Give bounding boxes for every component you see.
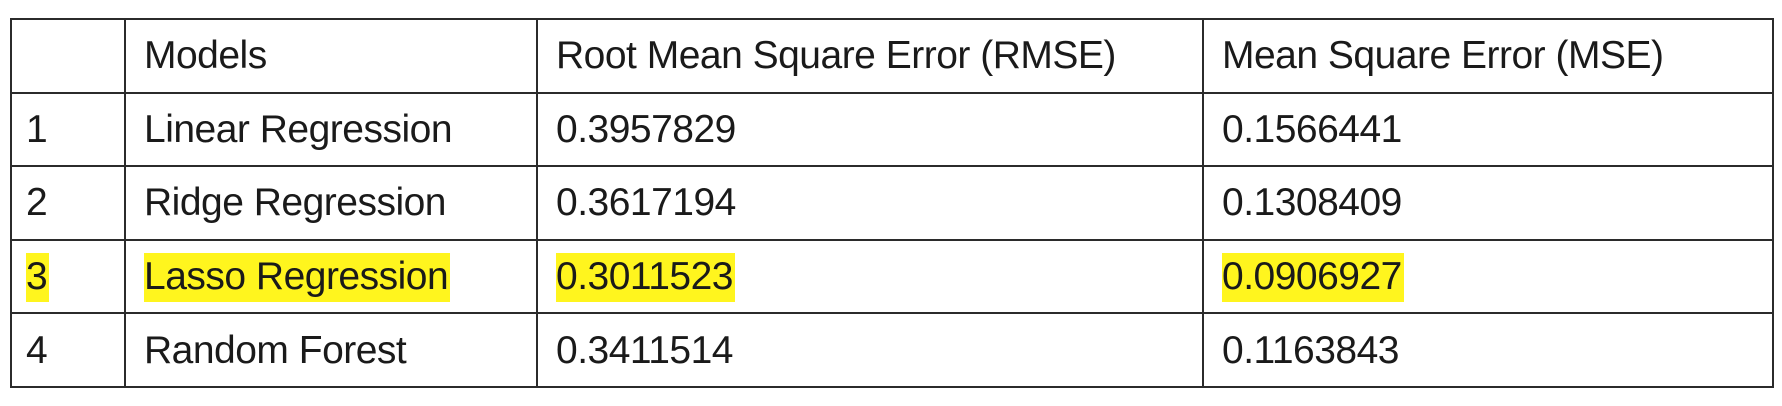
row-rmse: 0.3411514 xyxy=(536,312,1204,388)
model-error-table: Models Root Mean Square Error (RMSE) Mea… xyxy=(10,18,1774,388)
row-model: Ridge Regression xyxy=(124,165,538,241)
row-mse-value: 0.1566441 xyxy=(1222,107,1402,151)
row-model: Random Forest xyxy=(124,312,538,388)
row-index: 3 xyxy=(10,238,126,315)
row-index-value: 1 xyxy=(26,107,48,151)
row-rmse-value: 0.3411514 xyxy=(556,328,733,372)
row-rmse-value: 0.3617194 xyxy=(556,181,736,225)
header-index xyxy=(10,18,126,94)
row-mse-value: 0.1163843 xyxy=(1222,328,1399,372)
row-index: 1 xyxy=(10,91,126,168)
row-model: Linear Regression xyxy=(124,91,538,168)
row-model-value: Linear Regression xyxy=(144,107,453,151)
table-row: 2 Ridge Regression 0.3617194 0.1308409 xyxy=(10,165,1774,241)
row-model-value: Lasso Regression xyxy=(144,253,451,303)
row-index: 2 xyxy=(10,165,126,241)
header-rmse: Root Mean Square Error (RMSE) xyxy=(536,18,1204,94)
row-index-value: 2 xyxy=(26,181,48,225)
row-rmse: 0.3617194 xyxy=(536,165,1204,241)
table-row: 1 Linear Regression 0.3957829 0.1566441 xyxy=(10,91,1774,168)
table-row: 4 Random Forest 0.3411514 0.1163843 xyxy=(10,312,1774,388)
row-rmse-value: 0.3011523 xyxy=(556,253,735,303)
row-mse-value: 0.1308409 xyxy=(1222,181,1402,225)
row-index: 4 xyxy=(10,312,126,388)
row-rmse: 0.3957829 xyxy=(536,91,1204,168)
row-index-value: 4 xyxy=(26,328,48,372)
row-model-value: Random Forest xyxy=(144,328,407,372)
header-models: Models xyxy=(124,18,538,94)
row-rmse: 0.3011523 xyxy=(536,238,1204,315)
table-row-highlighted: 3 Lasso Regression 0.3011523 0.0906927 xyxy=(10,238,1774,315)
row-index-value: 3 xyxy=(26,253,50,303)
table-header-row: Models Root Mean Square Error (RMSE) Mea… xyxy=(10,18,1774,94)
header-mse: Mean Square Error (MSE) xyxy=(1202,18,1774,94)
row-mse: 0.1163843 xyxy=(1202,312,1774,388)
row-mse: 0.1308409 xyxy=(1202,165,1774,241)
row-rmse-value: 0.3957829 xyxy=(556,107,736,151)
row-model-value: Ridge Regression xyxy=(144,181,447,225)
row-mse-value: 0.0906927 xyxy=(1222,253,1404,303)
results-table-container: Models Root Mean Square Error (RMSE) Mea… xyxy=(10,18,1774,388)
row-model: Lasso Regression xyxy=(124,238,538,315)
row-mse: 0.0906927 xyxy=(1202,238,1774,315)
row-mse: 0.1566441 xyxy=(1202,91,1774,168)
